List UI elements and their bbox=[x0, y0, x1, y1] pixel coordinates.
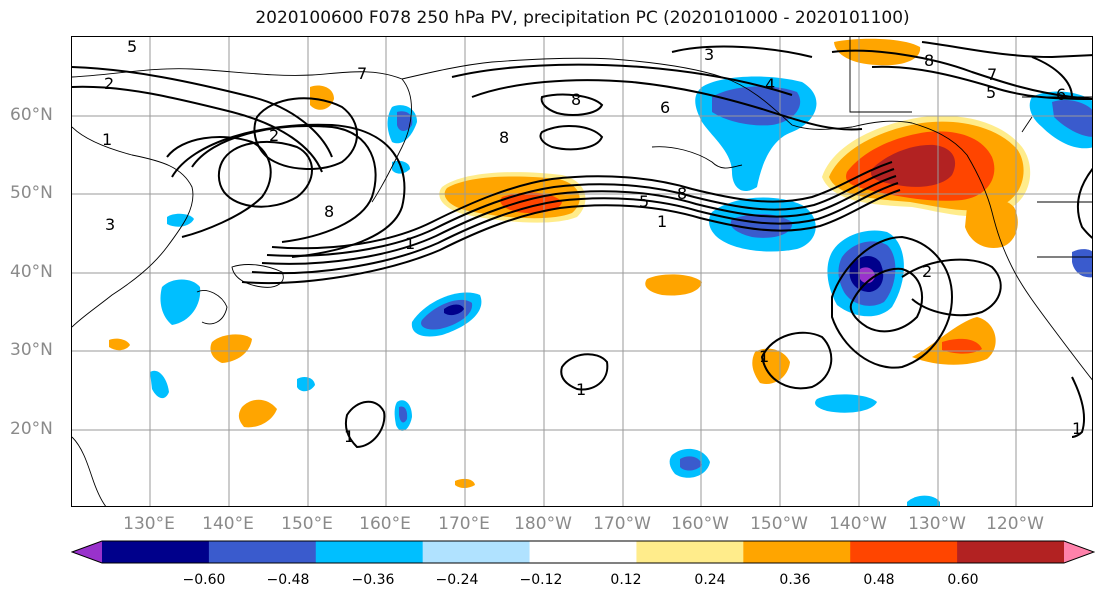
contour-label: 1 bbox=[405, 234, 415, 253]
contour-label: 7 bbox=[987, 65, 997, 84]
lat-label-20n: 20°N bbox=[10, 419, 53, 439]
colorbar-swatch bbox=[850, 541, 958, 563]
lon-label-150e: 150°E bbox=[281, 514, 333, 534]
graticule bbox=[72, 37, 1092, 506]
precip-positive-region bbox=[310, 85, 334, 110]
contour-label: 8 bbox=[677, 184, 687, 203]
precip-negative-region bbox=[167, 213, 194, 227]
map-canvas: 5 2 1 2 8 1 8 8 8 3 4 6 8 7 5 6 5 1 1 1 … bbox=[72, 37, 1092, 506]
colorbar-swatch bbox=[957, 541, 1065, 563]
lat-label-60n: 60°N bbox=[10, 105, 53, 125]
lon-label-140e: 140°E bbox=[202, 514, 254, 534]
precip-positive-region bbox=[238, 399, 277, 428]
contour-label-layer: 5 2 1 2 8 1 8 8 8 3 4 6 8 7 5 6 5 1 1 1 … bbox=[102, 37, 1082, 446]
map-panel: 5 2 1 2 8 1 8 8 8 3 4 6 8 7 5 6 5 1 1 1 … bbox=[71, 36, 1093, 507]
colorbar-extend-low bbox=[72, 541, 102, 563]
contour-label: 1 bbox=[344, 427, 354, 446]
colorbar-swatch bbox=[208, 541, 317, 563]
precip-positive-region bbox=[942, 338, 982, 354]
colorbar-tick: 0.12 bbox=[610, 572, 642, 588]
precip-negative-region bbox=[399, 406, 408, 423]
colorbar-swatch bbox=[636, 541, 744, 563]
lat-label-50n: 50°N bbox=[10, 183, 53, 203]
precip-negative-region bbox=[680, 456, 702, 471]
contour-label: 8 bbox=[924, 51, 934, 70]
contour-label: 2 bbox=[104, 74, 114, 93]
contour-label: 1 bbox=[759, 347, 769, 366]
precip-positive-region bbox=[500, 192, 562, 214]
lon-label-180w: 180°W bbox=[514, 514, 572, 534]
colorbar-svg bbox=[70, 540, 1096, 564]
lon-label-170e: 170°E bbox=[438, 514, 490, 534]
colorbar-tick: 0.48 bbox=[863, 572, 895, 588]
colorbar-swatch bbox=[315, 541, 424, 563]
lat-label-30n: 30°N bbox=[10, 340, 53, 360]
contour-label: 5 bbox=[986, 83, 996, 102]
lon-label-160e: 160°E bbox=[359, 514, 411, 534]
precip-negative-region bbox=[421, 299, 473, 330]
contour-label: 3 bbox=[704, 45, 714, 64]
contour-label: 6 bbox=[1056, 85, 1066, 104]
precip-negative-region bbox=[160, 279, 201, 325]
colorbar bbox=[70, 539, 1096, 569]
precip-negative-region bbox=[150, 370, 169, 399]
contour-label: 6 bbox=[660, 98, 670, 117]
contour-label: 8 bbox=[499, 128, 509, 147]
precip-positive-region bbox=[752, 348, 790, 385]
contour-label: 2 bbox=[922, 262, 932, 281]
colorbar-tick: 0.60 bbox=[947, 572, 979, 588]
colorbar-swatch bbox=[743, 541, 851, 563]
contour-label: 7 bbox=[357, 64, 367, 83]
precip-positive-region bbox=[210, 334, 252, 363]
precip-negative-region bbox=[444, 304, 464, 316]
colorbar-tick: −0.36 bbox=[351, 572, 395, 588]
contour-label: 4 bbox=[765, 75, 775, 94]
colorbar-extend-high bbox=[1064, 541, 1094, 563]
colorbar-tick: −0.60 bbox=[182, 572, 226, 588]
colorbar-swatch bbox=[102, 541, 210, 563]
colorbar-swatch bbox=[529, 541, 637, 563]
contour-label: 1 bbox=[657, 212, 667, 231]
precip-positive-region bbox=[645, 274, 702, 296]
precip-negative-region bbox=[1072, 249, 1092, 278]
colorbar-tick: −0.12 bbox=[519, 572, 563, 588]
lon-label-130w: 130°W bbox=[908, 514, 966, 534]
colorbar-swatch bbox=[422, 541, 531, 563]
lon-label-140w: 140°W bbox=[829, 514, 887, 534]
colorbar-outline bbox=[70, 540, 1096, 564]
colorbar-tick: 0.36 bbox=[779, 572, 811, 588]
contour-label: 3 bbox=[105, 215, 115, 234]
contour-label: 1 bbox=[576, 380, 586, 399]
precip-negative-region bbox=[815, 394, 877, 413]
precip-negative-region bbox=[1052, 100, 1092, 137]
contour-label: 8 bbox=[571, 90, 581, 109]
lon-label-130e: 130°E bbox=[123, 514, 175, 534]
lon-label-170w: 170°W bbox=[593, 514, 651, 534]
contour-label: 1 bbox=[1072, 419, 1082, 438]
contour-label: 8 bbox=[324, 202, 334, 221]
pv-contours bbox=[72, 41, 1092, 449]
lon-label-120w: 120°W bbox=[986, 514, 1044, 534]
lon-label-150w: 150°W bbox=[750, 514, 808, 534]
precip-negative-region bbox=[907, 495, 940, 506]
colorbar-tick: −0.48 bbox=[266, 572, 310, 588]
precip-negative-region bbox=[297, 377, 315, 392]
coastlines bbox=[72, 37, 1092, 506]
lon-label-160w: 160°W bbox=[671, 514, 729, 534]
map-title: 2020100600 F078 250 hPa PV, precipitatio… bbox=[255, 8, 910, 28]
colorbar-tick: 0.24 bbox=[694, 572, 726, 588]
precip-positive-region bbox=[965, 198, 1018, 248]
colorbar-tick: −0.24 bbox=[435, 572, 479, 588]
lat-label-40n: 40°N bbox=[10, 262, 53, 282]
contour-label: 1 bbox=[102, 130, 112, 149]
colorbar-segments bbox=[70, 540, 1096, 564]
contour-label: 2 bbox=[269, 126, 279, 145]
precip-positive-region bbox=[109, 338, 130, 351]
contour-label: 5 bbox=[639, 192, 649, 211]
contour-label: 5 bbox=[127, 37, 137, 56]
